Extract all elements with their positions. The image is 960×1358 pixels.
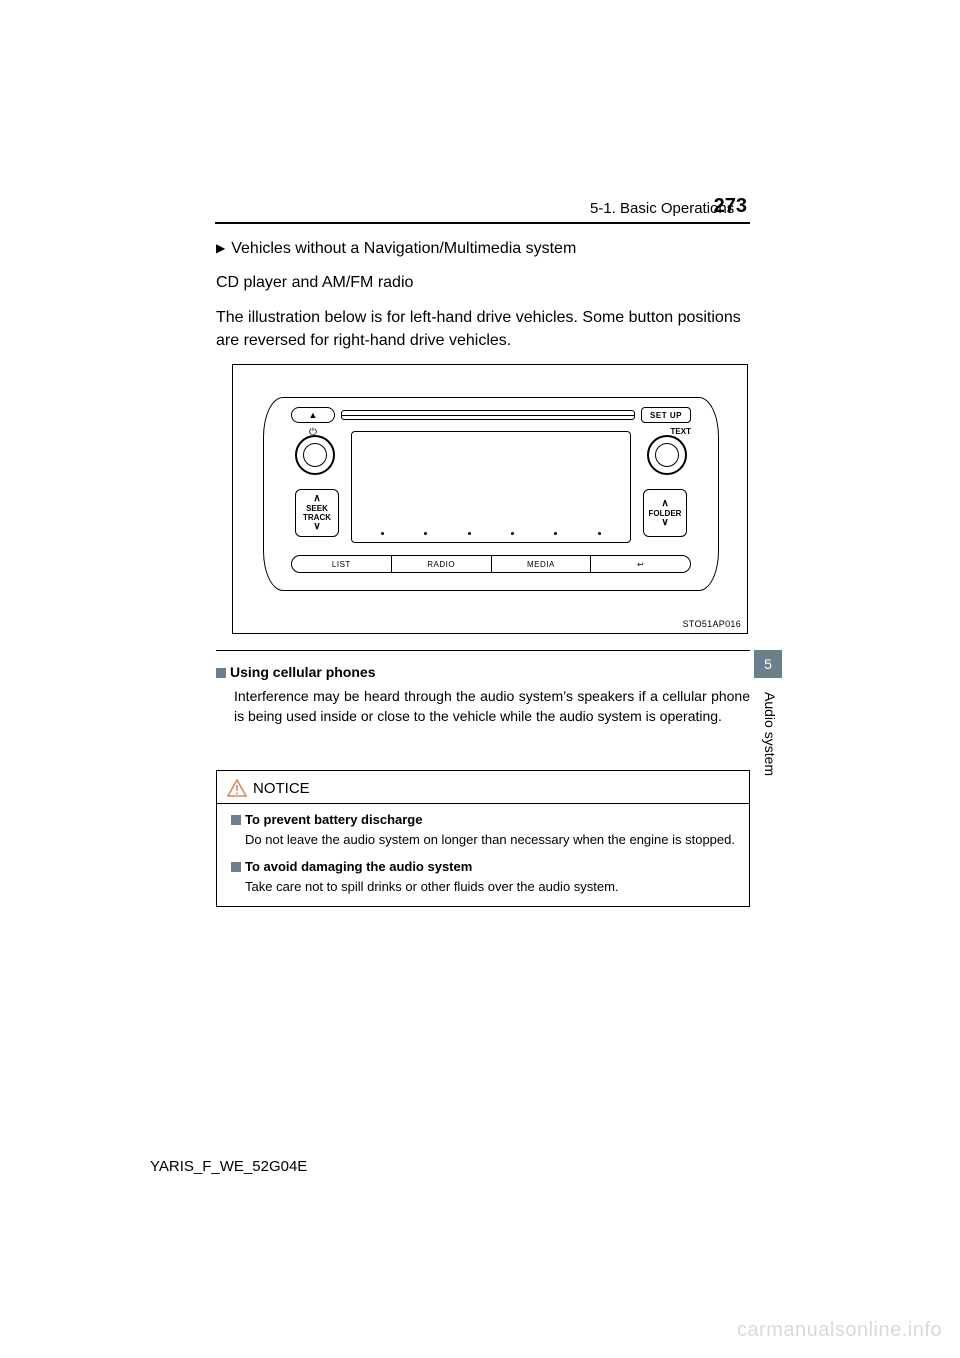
right-knob xyxy=(647,435,687,475)
seek-label-1: SEEK xyxy=(306,504,328,513)
preset-dots xyxy=(361,532,621,535)
notice-item-body: Take care not to spill drinks or other f… xyxy=(245,878,735,896)
chevron-up-icon: ∧ xyxy=(661,499,668,509)
radio-bottom-row: LIST RADIO MEDIA ↩ xyxy=(291,555,691,573)
square-bullet-icon xyxy=(231,862,241,872)
chevron-up-icon: ∧ xyxy=(313,494,320,504)
watermark: carmanualsonline.info xyxy=(737,1319,942,1342)
bullet-text: Vehicles without a Navigation/Multimedia… xyxy=(231,240,576,257)
square-bullet-icon xyxy=(216,668,226,678)
notice-item: To avoid damaging the audio system Take … xyxy=(217,859,749,906)
notice-item-body: Do not leave the audio system on longer … xyxy=(245,831,735,849)
radio-top-row: ▲ SET UP xyxy=(291,407,691,423)
chevron-down-icon: ∨ xyxy=(313,522,320,532)
back-button: ↩ xyxy=(591,555,691,573)
notice-box: NOTICE To prevent battery discharge Do n… xyxy=(216,770,750,907)
notice-item: To prevent battery discharge Do not leav… xyxy=(217,812,749,859)
bullet-line: ▶ Vehicles without a Navigation/Multimedi… xyxy=(216,240,750,258)
manual-page: 5-1. Basic Operations 273 ▶Vehicles with… xyxy=(0,0,960,1358)
setup-button: SET UP xyxy=(641,407,691,423)
square-bullet-icon xyxy=(231,815,241,825)
chapter-side-label: Audio system xyxy=(762,692,778,776)
text-label: TEXT xyxy=(671,427,691,436)
notice-label: NOTICE xyxy=(253,780,310,797)
seek-track-button: ∧ SEEK TRACK ∨ xyxy=(295,489,339,537)
left-knob xyxy=(295,435,335,475)
list-button: LIST xyxy=(291,555,392,573)
eject-button: ▲ xyxy=(291,407,335,423)
figure-caption: STO51AP016 xyxy=(683,619,741,629)
divider-rule xyxy=(216,650,750,651)
chapter-tab: 5 xyxy=(754,650,782,678)
chevron-down-icon: ∨ xyxy=(661,518,668,528)
radio-illustration: ▲ SET UP ⏻ TEXT ∧ SEEK TRACK ∨ ∧ FOLDER … xyxy=(273,401,709,587)
sub-heading-text: Using cellular phones xyxy=(230,664,375,680)
subtitle-line: CD player and AM/FM radio xyxy=(216,274,750,292)
notice-item-title: To avoid damaging the audio system xyxy=(245,859,472,874)
intro-paragraph: The illustration below is for left-hand … xyxy=(216,306,750,352)
radio-button: RADIO xyxy=(392,555,492,573)
media-button: MEDIA xyxy=(492,555,592,573)
radio-display xyxy=(351,431,631,543)
cd-slot xyxy=(341,410,635,420)
notice-header: NOTICE xyxy=(217,771,749,803)
sub-body: Interference may be heard through the au… xyxy=(234,686,750,727)
sub-heading: Using cellular phones xyxy=(216,664,375,680)
figure-frame: ▲ SET UP ⏻ TEXT ∧ SEEK TRACK ∨ ∧ FOLDER … xyxy=(232,364,748,634)
notice-item-title: To prevent battery discharge xyxy=(245,812,422,827)
notice-divider xyxy=(217,803,749,804)
document-code: YARIS_F_WE_52G04E xyxy=(150,1158,307,1175)
header-rule xyxy=(215,222,750,224)
bullet-marker-icon: ▶ xyxy=(216,241,225,255)
folder-button: ∧ FOLDER ∨ xyxy=(643,489,687,537)
warning-triangle-icon xyxy=(227,779,247,797)
page-number: 273 xyxy=(714,195,747,218)
